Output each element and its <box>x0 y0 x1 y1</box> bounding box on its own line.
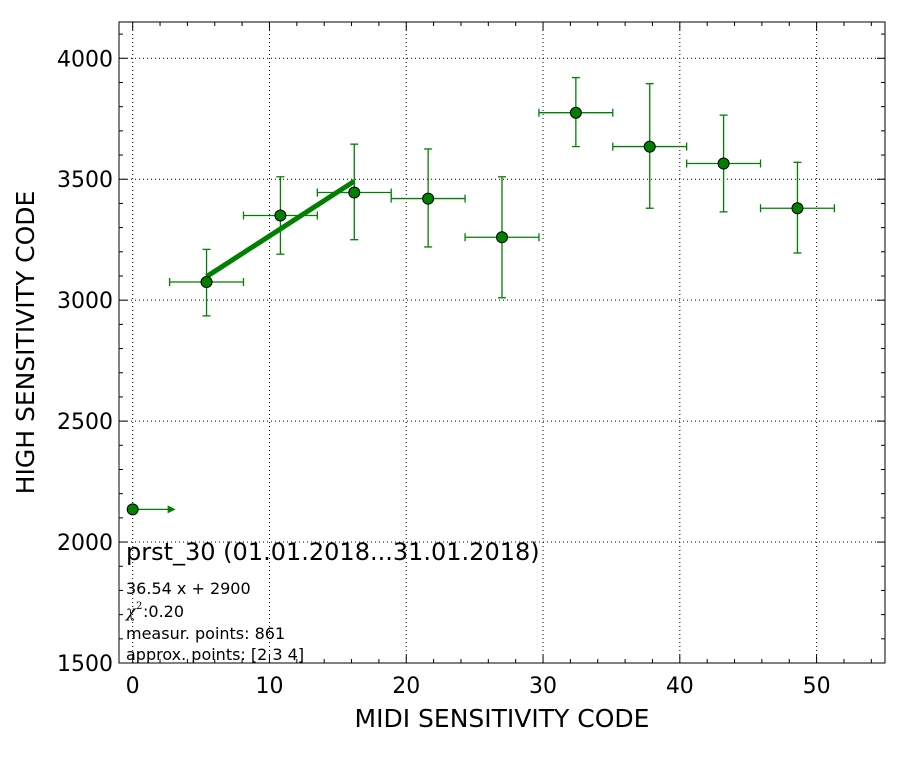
outlier-data-point <box>126 503 139 516</box>
x-axis-label: MIDI SENSITIVITY CODE <box>355 704 650 733</box>
data-point <box>717 157 730 170</box>
x-tick-label: 20 <box>392 674 420 699</box>
outlier-error-arrow-head <box>167 505 176 514</box>
measurement-points: measur. points: 861 <box>126 624 285 643</box>
chi-square-value: :0.20 <box>143 602 184 621</box>
y-tick-label: 2000 <box>57 531 113 556</box>
data-point <box>569 106 582 119</box>
tick-labels: 0 10 20 30 40 50 1500 2000 2500 3000 3500 4000 <box>57 47 831 699</box>
annotations: prst_30 (01.01.2018...31.01.2018) 36.54 … <box>125 538 540 664</box>
grid-lines <box>119 22 885 664</box>
chi-square-exponent: 2 <box>136 601 142 612</box>
data-point <box>200 276 213 289</box>
data-point <box>791 202 804 215</box>
y-tick-label: 1500 <box>57 652 113 677</box>
data-point <box>348 186 361 199</box>
data-point <box>274 209 287 222</box>
data-point <box>422 192 435 205</box>
fit-line-layer <box>205 179 356 279</box>
data-point <box>643 140 656 153</box>
y-axis-label: HIGH SENSITIVITY CODE <box>11 191 40 495</box>
y-tick-label: 3000 <box>57 289 113 314</box>
plot-frame <box>118 21 886 664</box>
fit-equation: 36.54 x + 2900 <box>126 579 251 598</box>
x-tick-label: 40 <box>666 674 694 699</box>
y-tick-label: 3500 <box>57 168 113 193</box>
data-points <box>126 106 804 516</box>
x-tick-label: 30 <box>529 674 557 699</box>
chart-annotation-title: prst_30 (01.01.2018...31.01.2018) <box>126 538 540 566</box>
x-tick-label: 0 <box>126 674 140 699</box>
fit-line <box>205 179 356 279</box>
y-tick-label: 4000 <box>57 47 113 72</box>
y-tick-label: 2500 <box>57 410 113 435</box>
x-tick-label: 50 <box>803 674 831 699</box>
chi-square-symbol: χ <box>125 602 137 621</box>
approx-points: approx. points: [2 3 4] <box>126 645 304 664</box>
x-tick-label: 10 <box>255 674 283 699</box>
data-point <box>496 231 508 244</box>
